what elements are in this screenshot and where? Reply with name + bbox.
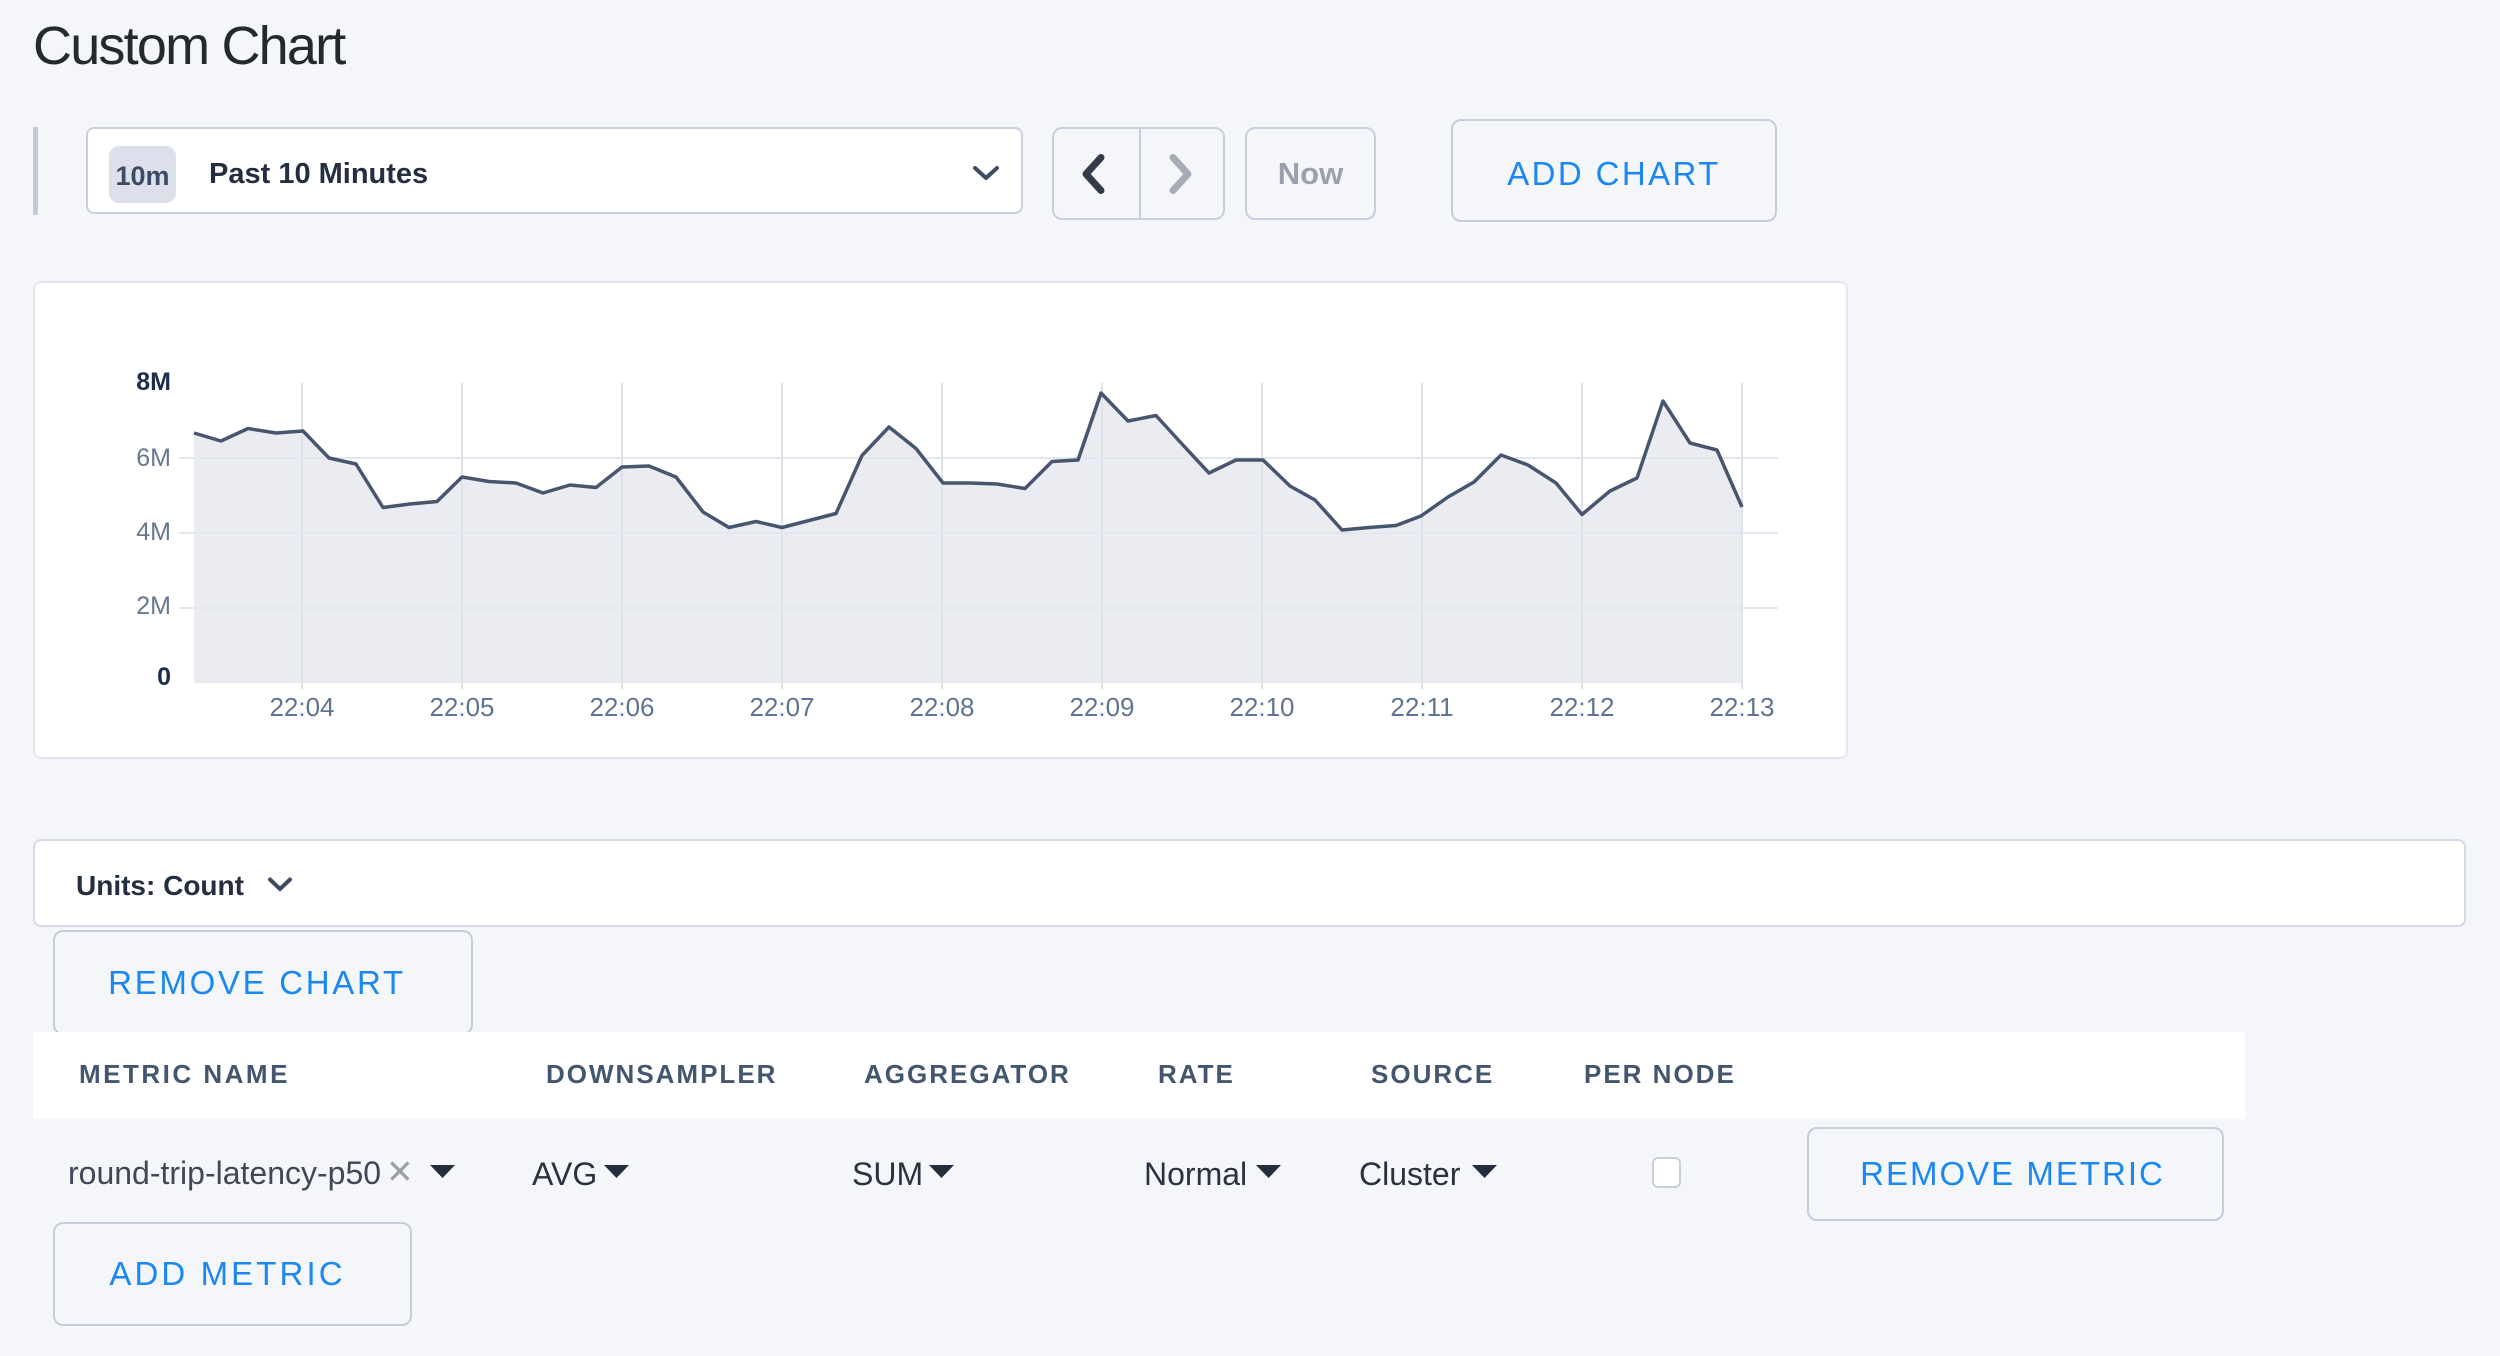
svg-text:8M: 8M — [136, 368, 171, 396]
svg-text:0: 0 — [157, 663, 171, 691]
svg-text:22:11: 22:11 — [1390, 692, 1453, 722]
svg-text:22:06: 22:06 — [589, 692, 654, 722]
svg-text:22:07: 22:07 — [749, 692, 814, 722]
svg-text:22:09: 22:09 — [1069, 692, 1134, 722]
svg-text:22:10: 22:10 — [1229, 692, 1294, 722]
svg-text:2M: 2M — [136, 592, 171, 620]
svg-text:22:04: 22:04 — [269, 692, 334, 722]
svg-text:22:08: 22:08 — [909, 692, 974, 722]
svg-text:4M: 4M — [136, 518, 171, 546]
svg-text:22:05: 22:05 — [429, 692, 494, 722]
svg-text:22:12: 22:12 — [1549, 692, 1614, 722]
svg-text:22:13: 22:13 — [1709, 692, 1774, 722]
svg-text:6M: 6M — [136, 444, 171, 472]
